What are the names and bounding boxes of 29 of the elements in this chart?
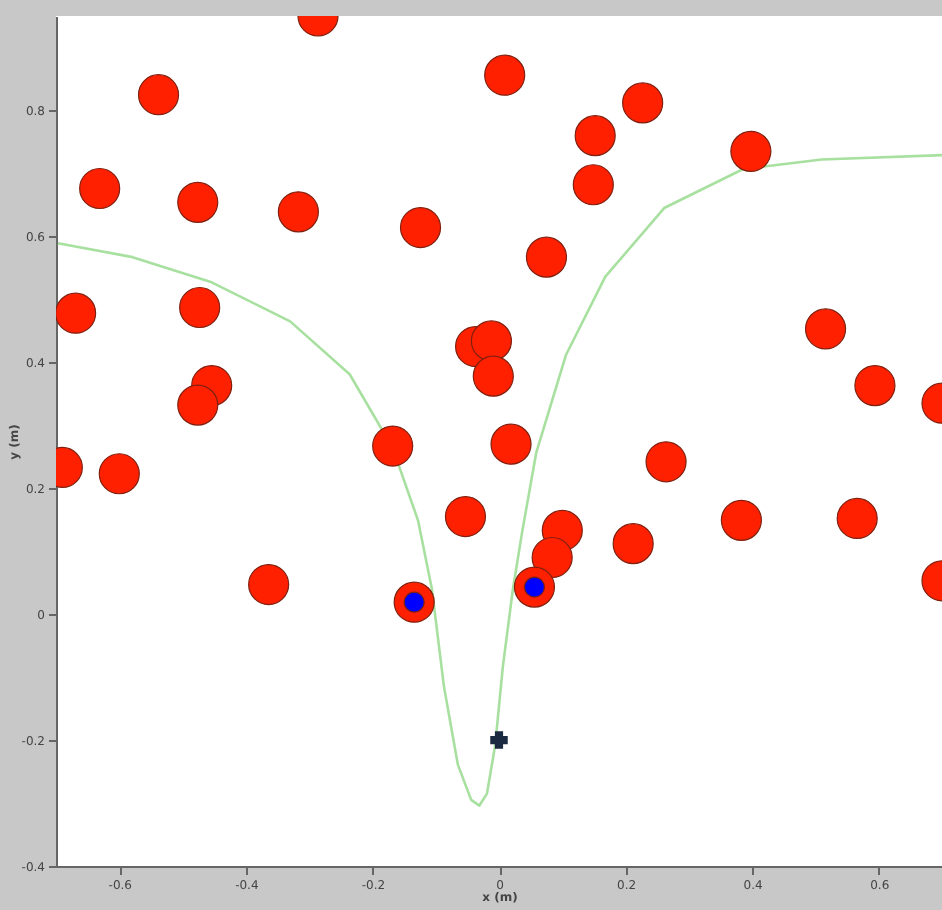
point <box>472 355 514 397</box>
point <box>836 497 878 539</box>
point <box>177 181 219 223</box>
point <box>730 130 772 172</box>
point <box>490 731 508 749</box>
point <box>484 54 526 96</box>
point <box>531 536 573 579</box>
point <box>399 207 442 249</box>
point <box>720 499 762 541</box>
point <box>248 564 290 606</box>
point <box>177 384 219 426</box>
point <box>854 365 896 407</box>
point <box>525 236 568 278</box>
point <box>574 115 616 157</box>
point <box>572 164 614 206</box>
point <box>612 523 654 565</box>
point <box>804 308 847 350</box>
point <box>470 320 513 362</box>
point <box>179 286 221 329</box>
point <box>372 425 414 467</box>
point <box>79 167 121 210</box>
point <box>444 496 487 538</box>
point <box>98 453 140 495</box>
point <box>490 423 532 465</box>
point <box>622 82 664 124</box>
point <box>645 441 687 483</box>
point <box>137 74 180 116</box>
point <box>277 191 319 233</box>
point <box>56 292 97 334</box>
